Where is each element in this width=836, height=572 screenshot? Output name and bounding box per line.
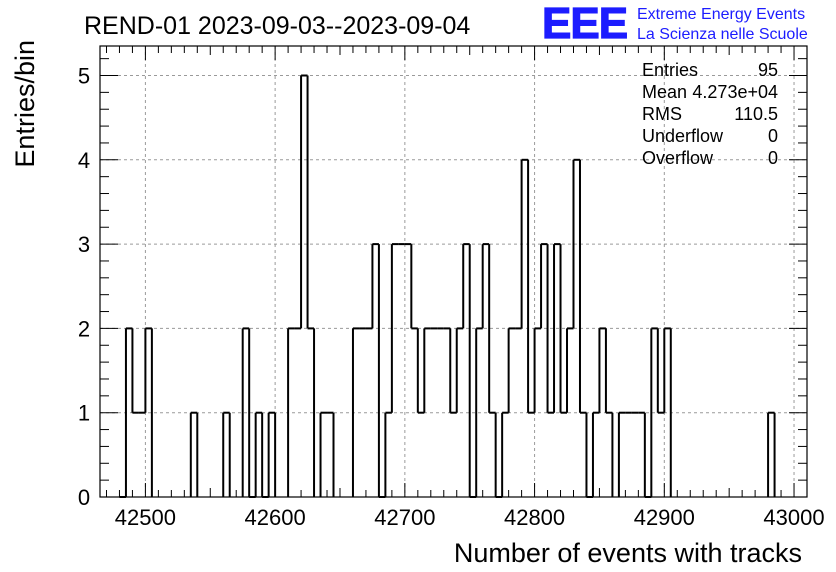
stats-label: Entries (642, 60, 698, 80)
x-tick-label: 42700 (374, 505, 435, 530)
y-tick-label: 0 (78, 485, 90, 510)
y-tick-label: 3 (78, 232, 90, 257)
y-tick-label: 1 (78, 401, 90, 426)
y-axis-label: Entries/bin (10, 40, 40, 168)
axis-ticks (100, 46, 807, 498)
eee-logo-line1: Extreme Energy Events (637, 6, 805, 23)
stats-value: 0 (768, 126, 778, 146)
x-tick-label: 42800 (504, 505, 565, 530)
grid-lines (100, 46, 807, 497)
plot-frame (99, 45, 808, 498)
eee-logo: EEE Extreme Energy Events La Scienza nel… (541, 0, 808, 49)
eee-logo-line2: La Scienza nelle Scuole (637, 26, 808, 43)
stats-value: 110.5 (734, 104, 778, 124)
stats-label: RMS (642, 104, 682, 124)
stats-value: 0 (768, 148, 778, 168)
x-tick-label: 42500 (115, 505, 176, 530)
histogram-series (119, 74, 776, 498)
stats-label: Overflow (642, 148, 714, 168)
y-tick-label: 4 (78, 148, 90, 173)
y-tick-label: 2 (78, 316, 90, 341)
x-tick-label: 42600 (245, 505, 306, 530)
stats-value: 95 (758, 60, 778, 80)
x-tick-label: 43000 (763, 505, 824, 530)
stats-box: Entries 95 Mean 4.273e+04 RMS 110.5 Underflow 0… (642, 60, 778, 168)
tick-labels: 42500 42600 42700 42800 42900 43000 0 1 2 3 4 5 (78, 64, 825, 530)
x-tick-label: 42900 (634, 505, 695, 530)
plot-border (99, 45, 808, 498)
eee-logo-mark: EEE (542, 0, 627, 48)
y-tick-label: 5 (78, 64, 90, 89)
stats-label: Mean (642, 82, 687, 102)
stats-value: 4.273e+04 (692, 82, 778, 102)
stats-label: Underflow (642, 126, 724, 146)
x-axis-label: Number of events with tracks (454, 538, 802, 568)
chart-title: REND-01 2023-09-03--2023-09-04 (84, 12, 470, 40)
